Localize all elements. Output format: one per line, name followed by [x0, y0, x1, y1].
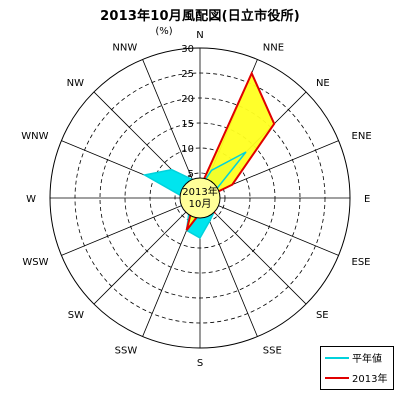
- direction-label-wsw: WSW: [22, 257, 48, 268]
- legend-label-normal: 平年値: [352, 354, 382, 365]
- spoke-se: [199, 197, 307, 305]
- radial-tick-label-10: 10: [181, 144, 194, 155]
- center-label-0: 2013年: [182, 185, 217, 198]
- direction-label-nw: NW: [67, 78, 84, 89]
- spoke-ese: [199, 197, 339, 256]
- direction-label-ene: ENE: [352, 131, 372, 142]
- radial-tick-label-15: 15: [181, 119, 194, 130]
- radial-tick-label-30: 30: [181, 44, 194, 55]
- series-line-0: [142, 151, 247, 240]
- center-label-1: 10月: [189, 198, 212, 210]
- radial-tick-label-5: 5: [188, 169, 194, 180]
- legend-item-normal: 平年値: [321, 349, 395, 367]
- direction-label-nne: NNE: [263, 42, 284, 53]
- chart-title: 2013年10月風配図(日立市役所): [100, 9, 300, 24]
- direction-label-nnw: NNW: [112, 42, 137, 53]
- legend-swatch-2013: [325, 377, 349, 379]
- radial-tick-label-25: 25: [181, 69, 194, 80]
- direction-label-s: S: [197, 358, 203, 369]
- unit-label: (%): [155, 26, 172, 37]
- direction-label-se: SE: [316, 310, 329, 321]
- legend-item-2013: 2013年: [321, 369, 395, 387]
- direction-label-w: W: [26, 194, 36, 205]
- radial-tick-label-20: 20: [181, 94, 194, 105]
- direction-label-wnw: WNW: [21, 131, 48, 142]
- direction-label-ese: ESE: [352, 257, 371, 268]
- direction-label-sw: SW: [68, 310, 84, 321]
- direction-label-sse: SSE: [263, 346, 282, 357]
- spoke-wsw: [61, 197, 201, 256]
- spoke-sw: [93, 197, 201, 305]
- direction-label-ssw: SSW: [115, 346, 138, 357]
- legend: 平年値 2013年: [320, 346, 394, 390]
- direction-label-n: N: [196, 30, 203, 41]
- center-circle: [179, 177, 221, 219]
- legend-label-2013: 2013年: [352, 374, 388, 385]
- legend-swatch-normal: [325, 357, 349, 359]
- spoke-nnw: [142, 59, 201, 199]
- direction-label-ne: NE: [316, 78, 330, 89]
- direction-label-e: E: [364, 194, 370, 205]
